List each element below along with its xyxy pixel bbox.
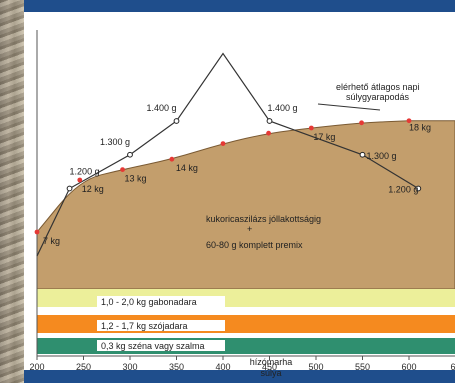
silage-point-label: 12 kg (82, 184, 104, 194)
silage-point-label: 17 kg (313, 132, 335, 142)
silage-point (169, 156, 175, 162)
daily-gain-line (36, 52, 419, 257)
silage-point (220, 141, 226, 147)
x-axis-label: súlya (260, 368, 281, 378)
x-tick-label: 350 (169, 362, 184, 372)
gain-legend-label: súlygyarapodás (346, 92, 410, 102)
gain-point-label: 1.300 g (100, 137, 130, 147)
x-tick-label: 400 (215, 362, 230, 372)
area-annotation: kukoricaszilázs jóllakottságig (206, 214, 321, 224)
area-annotation: + (247, 224, 252, 234)
x-tick-label: 500 (308, 362, 323, 372)
grain-band-label-box (97, 296, 225, 307)
silage-point (406, 118, 412, 124)
gain-point (266, 118, 273, 124)
hay-band-label: 0,3 kg széna vagy szalma (101, 341, 205, 351)
gain-point (66, 185, 73, 192)
gain-point (127, 151, 133, 158)
area-annotation: 60-80 g komplett premix (206, 240, 303, 250)
gain-point (415, 185, 422, 192)
band-gap (37, 307, 455, 315)
gain-point (173, 118, 180, 124)
silage-point-label: 14 kg (176, 163, 198, 173)
legend-leader (317, 103, 381, 111)
grain-band-label: 1,0 - 2,0 kg gabonadara (101, 297, 197, 307)
bottom-border (24, 370, 455, 383)
silage-point-label: 18 kg (409, 123, 431, 133)
gain-point-label: 1.400 g (147, 103, 177, 113)
x-tick-label: 550 (355, 362, 370, 372)
gain-point-label: 1.400 g (268, 103, 298, 113)
gain-point-label: 1.200 g (70, 167, 100, 177)
silage-point (359, 120, 364, 126)
gain-point-label: 1.200 g (388, 185, 418, 195)
soy-band-label-box (97, 320, 225, 331)
band-gap (37, 333, 455, 338)
side-photo (0, 0, 24, 383)
x-tick-label: 65 (450, 362, 455, 372)
silage-point (120, 167, 125, 173)
silage-point-label: 13 kg (125, 174, 147, 184)
x-tick-label: 200 (29, 362, 44, 372)
gain-point (359, 151, 366, 158)
hay-band-label-box (97, 340, 225, 351)
x-tick-label: 450 (262, 362, 277, 372)
silage-point (34, 229, 40, 235)
x-tick-label: 300 (122, 362, 137, 372)
silage-point (266, 130, 271, 136)
silage-point (77, 177, 83, 183)
silage-point (308, 125, 314, 131)
gain-legend-label: elérhető átlagos napi (336, 82, 420, 92)
soy-band-label: 1,2 - 1,7 kg szójadara (101, 321, 188, 331)
top-border (24, 0, 455, 12)
x-tick-label: 600 (401, 362, 416, 372)
silage-area (36, 120, 455, 290)
x-axis-label: hízómarha (250, 357, 293, 367)
silage-point-label: 7 kg (43, 236, 60, 246)
gain-point-label: 1.300 g (367, 151, 397, 161)
x-tick-label: 250 (76, 362, 91, 372)
